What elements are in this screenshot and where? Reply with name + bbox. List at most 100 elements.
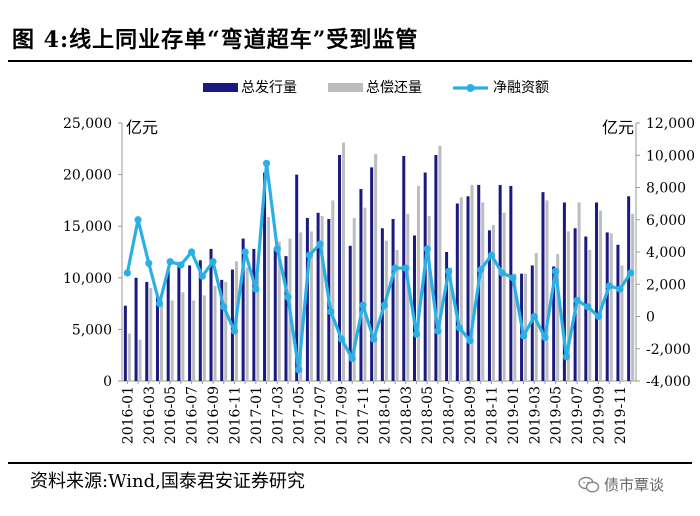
point-net-financing [616,285,624,293]
point-net-financing [573,296,581,304]
right-tick-label: 10,000 [646,148,695,164]
bar-total-repayment [416,185,420,381]
x-tick-label: 2019-09 [592,386,608,444]
bar-total-issuance [123,305,127,381]
bar-total-issuance [616,244,620,381]
x-tick-label: 2016-01 [120,386,136,444]
x-tick-label: 2018-01 [377,386,393,444]
right-axis-unit: 亿元 [602,118,634,137]
bar-total-issuance [391,218,395,381]
point-net-financing [273,245,281,253]
bar-total-repayment [127,333,131,381]
bar-total-repayment [267,216,271,381]
bar-total-issuance [455,203,459,381]
bar-total-repayment [256,275,260,381]
x-tick-label: 2019-11 [613,386,629,444]
x-tick-label: 2016-05 [163,386,179,444]
bar-total-issuance [241,238,245,381]
left-tick-label: 5,000 [72,322,112,338]
bar-total-issuance [284,256,288,381]
right-tick-label: 0 [646,310,655,326]
right-tick-label: 6,000 [646,213,686,229]
bar-total-repayment [566,231,570,381]
bar-total-repayment [395,249,399,381]
point-net-financing [541,333,549,342]
bar-total-issuance [338,154,342,381]
bar-total-issuance [252,248,256,381]
point-net-financing [594,312,603,321]
bar-total-issuance [412,235,416,381]
bar-total-repayment [159,300,163,381]
x-tick-label: 2019-07 [570,386,586,444]
point-net-financing [241,248,249,256]
point-net-financing [295,366,303,374]
point-net-financing [220,303,228,311]
point-net-financing [627,269,635,277]
left-tick-label: 15,000 [63,219,112,235]
bar-total-issuance [370,167,374,381]
bar-total-repayment [459,197,463,381]
bar-total-repayment [427,215,431,381]
bar-total-issuance [627,196,631,381]
legend-swatch-total-issuance [203,83,238,92]
point-net-financing [284,293,292,301]
point-net-financing [455,324,463,332]
bar-total-issuance [220,279,224,381]
bar-total-repayment [224,281,228,381]
point-net-financing [359,301,367,309]
legend-label: 总发行量 [241,80,297,96]
point-net-financing [552,267,560,275]
right-tick-label: 4,000 [646,245,686,261]
bar-total-issuance [552,266,556,381]
point-net-financing [198,272,206,280]
bar-total-repayment [609,233,613,381]
bar-total-issuance [562,202,566,381]
bar-total-repayment [170,300,174,381]
x-tick-label: 2017-09 [335,386,351,444]
bar-total-repayment [481,202,485,381]
point-net-financing [380,301,388,309]
bar-total-issuance [498,184,502,381]
point-net-financing [262,159,271,167]
bar-total-repayment [384,240,388,381]
point-net-financing [423,245,431,253]
bar-total-issuance [188,265,192,381]
source-note: 资料来源:Wind,国泰君安证券研究 [30,471,305,492]
bar-total-issuance [263,172,267,381]
bar-total-issuance [209,248,213,381]
legend-marker-net-financing [466,84,475,92]
bar-total-repayment [192,300,196,381]
bar-total-issuance [541,192,545,381]
bar-total-repayment [309,231,313,381]
bar-total-repayment [406,213,410,381]
bar-total-repayment [299,232,303,381]
point-net-financing [605,282,613,290]
bar-total-repayment [374,153,378,381]
right-tick-label: 8,000 [646,181,686,197]
chat-bubble-icon [578,476,600,493]
x-tick-label: 2016-03 [142,386,158,444]
bar-total-issuance [155,296,159,381]
bar-total-repayment [277,241,281,381]
point-net-financing [155,300,164,308]
x-tick-label: 2019-05 [549,386,565,444]
bar-total-repayment [181,292,185,381]
point-net-financing [487,251,496,259]
legend-label: 总偿还量 [366,80,422,96]
bar-total-repayment [524,273,528,381]
x-tick-label: 2018-11 [484,386,500,444]
bar-total-issuance [166,270,170,381]
bar-total-repayment [491,225,495,381]
bar-total-issuance [198,260,202,381]
bar-total-repayment [342,142,346,381]
title-rule [8,60,692,62]
bar-total-issuance [273,247,277,381]
bar-total-repayment [588,249,592,381]
bar-total-repayment [545,200,549,381]
bar-total-issuance [348,245,352,381]
x-tick-label: 2018-05 [420,386,436,444]
left-axis-unit: 亿元 [126,118,158,137]
bar-total-issuance [509,185,513,381]
point-net-financing [316,240,324,248]
